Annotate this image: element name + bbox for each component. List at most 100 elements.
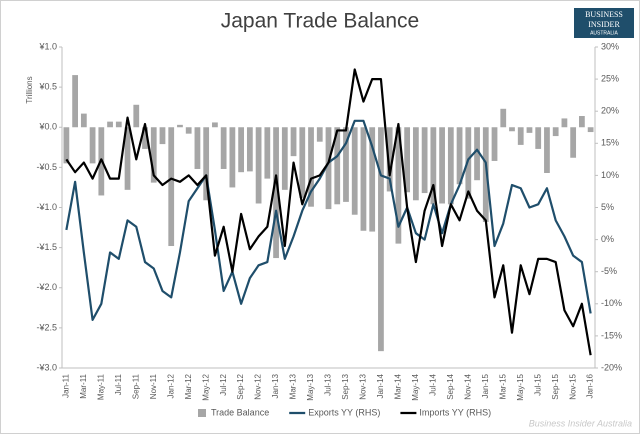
bar: [159, 127, 166, 145]
x-tick-label: Nov-12: [254, 373, 263, 399]
bar: [500, 108, 507, 128]
y-tick-label: -¥0.5: [36, 162, 57, 172]
bar: [273, 127, 279, 259]
bar: [229, 127, 236, 188]
logo-text: AUSTRALIA: [590, 30, 618, 36]
bar: [386, 127, 393, 192]
bar: [491, 127, 498, 161]
bar: [395, 127, 402, 244]
x-tick-label: Mar-15: [498, 373, 507, 399]
y2-tick-label: -15%: [601, 330, 622, 340]
bar: [203, 127, 210, 201]
x-tick-label: Jan-11: [61, 373, 70, 397]
bar: [246, 127, 253, 172]
y2-tick-label: 0%: [601, 234, 614, 244]
bar: [474, 127, 480, 181]
bar: [343, 127, 349, 202]
y2-tick-label: 10%: [601, 170, 619, 180]
bar: [264, 127, 271, 179]
bar: [185, 127, 192, 134]
watermark: Business Insider Australia: [529, 418, 632, 428]
line: [65, 68, 592, 356]
x-tick-label: Jul-14: [428, 373, 437, 395]
bar: [133, 104, 140, 128]
x-tick-label: May-15: [516, 373, 525, 400]
y-tick-label: -¥2.5: [36, 322, 57, 332]
x-tick-label: May-14: [411, 373, 420, 400]
x-tick-label: Sep-15: [551, 373, 560, 399]
x-tick-label: Nov-13: [359, 373, 368, 399]
bar: [526, 127, 533, 133]
bar: [316, 127, 323, 142]
bar: [168, 127, 175, 247]
bar: [255, 127, 262, 204]
x-tick-label: Sep-11: [131, 373, 140, 399]
bar: [561, 118, 568, 128]
bar: [535, 127, 542, 149]
bar: [360, 127, 367, 231]
x-tick-label: Mar-12: [184, 373, 193, 399]
x-tick-label: Jul-11: [114, 373, 123, 395]
y-tick-label: -¥2.0: [36, 282, 57, 292]
x-tick-label: Sep-13: [341, 373, 350, 399]
y2-tick-label: 5%: [601, 202, 614, 212]
bar: [194, 127, 201, 169]
bar: [150, 127, 157, 183]
bar: [299, 127, 306, 198]
x-tick-label: Nov-14: [463, 373, 472, 399]
bar: [465, 127, 472, 199]
x-tick-label: May-12: [201, 373, 210, 400]
bar: [439, 127, 445, 204]
y2-tick-label: 15%: [601, 138, 619, 148]
bar: [238, 127, 245, 173]
bar: [308, 127, 314, 207]
chart-title: Japan Trade Balance: [221, 10, 419, 33]
legend: Trade Balance Exports YY (RHS) Imports YY …: [198, 407, 491, 417]
x-tick-label: Sep-14: [446, 373, 455, 399]
x-tick-label: Nov-11: [149, 373, 158, 399]
legend-label: Imports YY (RHS): [419, 407, 491, 417]
x-tick-label: Jan-14: [376, 373, 385, 398]
x-tick-label: Sep-12: [236, 373, 245, 399]
x-tick-label: Jan-13: [271, 373, 280, 398]
bar: [421, 127, 428, 194]
x-tick-label: Mar-13: [289, 373, 298, 399]
y2-tick-label: 20%: [601, 106, 619, 116]
x-tick-label: Jan-12: [166, 373, 175, 398]
x-tick-label: May-13: [306, 373, 315, 400]
legend-swatch: [198, 409, 206, 417]
bar: [430, 127, 437, 205]
logo: BUSINESS INSIDER AUSTRALIA: [574, 8, 634, 38]
x-tick-label: Jan-16: [586, 373, 595, 398]
bar: [369, 127, 376, 232]
bar: [587, 127, 594, 133]
bar: [177, 124, 183, 128]
bar: [72, 75, 78, 128]
bar: [281, 127, 288, 190]
bar: [89, 127, 96, 164]
bar: [115, 121, 122, 128]
bar: [509, 127, 515, 132]
x-tick-label: Jul-15: [533, 373, 542, 395]
bar: [447, 127, 454, 205]
legend-label: Trade Balance: [211, 407, 269, 417]
bar: [325, 127, 332, 210]
bar: [290, 127, 297, 157]
x-tick-label: May-11: [96, 373, 105, 400]
y2-tick-label: -5%: [601, 266, 617, 276]
x-tick-label: Jul-13: [324, 373, 333, 395]
y2-tick-label: -20%: [601, 362, 622, 372]
x-tick-label: Jul-12: [219, 373, 228, 395]
y-tick-label: -¥3.0: [36, 362, 57, 372]
x-tick-label: Mar-11: [79, 373, 88, 398]
bar: [404, 127, 411, 193]
bar: [412, 127, 419, 201]
bar: [142, 127, 148, 149]
bar: [570, 127, 577, 158]
bar: [552, 127, 559, 137]
y2-tick-label: 30%: [601, 41, 619, 51]
y-tick-label: ¥1.0: [38, 41, 57, 51]
bar: [124, 127, 131, 190]
